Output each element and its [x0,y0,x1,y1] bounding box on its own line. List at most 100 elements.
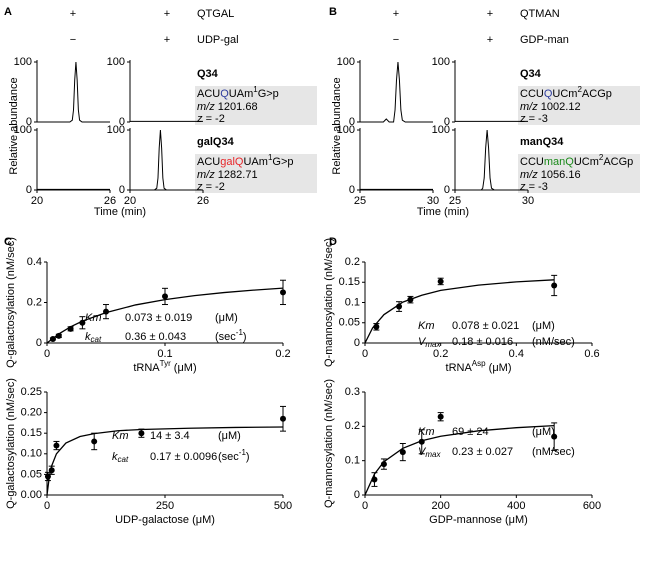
chromatogram-trace [37,61,110,123]
y-tick-label: 0 [349,116,355,128]
species-mz: m/z 1056.16 [520,169,581,181]
data-point [67,325,74,332]
annotation-symbol: Km [418,320,435,332]
y-tick-label: 0.10 [21,448,42,460]
text-segment: (μM) [218,430,241,442]
text-segment: Tyr [160,359,171,368]
text-segment: GDP-mannose (μM) [429,514,528,526]
text-segment: (μM) [486,362,512,374]
species-mz: m/z 1201.68 [197,101,258,113]
substrate-name: GDP-man [520,34,569,46]
y-axis-label: Relative abundance [8,77,20,174]
species-sequence: ACUgalQUAm1G>p [197,153,294,168]
y-tick-label: 0.2 [345,420,360,432]
y-axis-label: Q-mannosylation (nM/sec) [323,379,335,508]
annotation-value: 0.18 ± 0.016 [452,336,513,348]
text-segment: UAm [229,88,253,100]
panel-label: D [329,236,337,248]
x-axis-label: tRNAAsp (μM) [446,359,512,374]
annotation-unit: (nM/sec) [532,446,575,458]
species-name: Q34 [197,68,219,80]
annotation-unit: (nM/sec) [532,336,575,348]
y-axis-label: Q-mannosylation (nM/sec) [323,238,335,367]
y-tick-label: 0 [354,489,360,501]
y-axis-label: Q-galactosylation (nM/sec) [5,378,17,509]
text-segment: manQ [544,156,574,168]
text-segment: tRNA [446,362,473,374]
z-label: z [519,181,526,193]
x-tick-label: 0 [362,500,368,512]
text-segment: -1 [236,328,244,337]
annotation-symbol: Km [112,430,129,442]
text-segment: 2 [599,153,604,162]
text-segment: k [112,451,118,463]
mz-label: m/z [520,169,538,181]
text-segment: (μM) [532,320,555,332]
species-mz: m/z 1002.12 [520,101,581,113]
x-tick-label: 0.6 [584,348,599,360]
x-tick-label: 0.2 [433,348,448,360]
annotation-symbol: Vmax [418,446,441,459]
text-segment: CCU [520,88,544,100]
annotation-value: 0.078 ± 0.021 [452,320,519,332]
substrate-name: UDP-gal [197,34,239,46]
y-tick-label: 0.3 [345,386,360,398]
y-tick-label: 0.4 [27,256,42,268]
x-tick-label: 25 [449,195,461,207]
enzyme-name: QTMAN [520,8,560,20]
annotation-value: 14 ± 3.4 [150,430,190,442]
x-tick-label: 20 [31,195,43,207]
y-tick-label: 0 [119,116,125,128]
fit-curve [46,287,284,344]
y-tick-label: 0 [26,116,32,128]
species-sequence: CCUmanQUCm2ACGp [520,153,633,168]
text-segment: (μM) [171,362,197,374]
species-sequence: ACUQUAm1G>p [197,85,279,100]
species-z: z = -3 [519,181,548,193]
z-value: = -2 [206,181,225,193]
x-axis-label: UDP-galactose (μM) [115,514,215,526]
text-segment: 2 [577,85,582,94]
annotation-value: 69 ± 24 [452,426,489,438]
annotation-unit: (sec-1) [218,448,250,463]
chromatogram-trace [455,129,528,191]
y-tick-label: 0 [36,337,42,349]
panel-label: B [329,6,337,18]
y-tick-label: 100 [107,124,125,136]
substrate-mark: − [393,34,399,46]
x-tick-label: 0 [44,348,50,360]
species-sequence: CCUQUCm2ACGp [520,85,612,100]
text-segment: (μM) [532,426,555,438]
data-point [53,442,60,449]
y-tick-label: 100 [14,56,32,68]
data-point [55,332,62,339]
y-tick-label: 0.2 [345,256,360,268]
data-point [407,296,414,303]
text-segment: Q [544,88,553,100]
y-tick-label: 100 [337,56,355,68]
y-tick-label: 0.25 [21,386,42,398]
y-tick-label: 0.00 [21,489,42,501]
species-z: z = -2 [196,181,225,193]
mz-label: m/z [197,169,215,181]
annotation-symbol: kcat [85,331,102,344]
text-segment: V [418,336,427,348]
text-segment: Q [220,88,229,100]
text-segment: max [425,340,441,349]
data-point [418,438,425,445]
text-segment: Km [418,320,435,332]
text-segment: Km [85,312,102,324]
species-name: galQ34 [197,136,235,148]
x-tick-label: 0 [44,500,50,512]
y-tick-label: 0 [119,184,125,196]
z-value: = -3 [529,181,548,193]
data-point [380,461,387,468]
mz-value: 1056.16 [541,169,581,181]
substrate-mark: + [487,34,493,46]
data-point [437,413,444,420]
species-box [195,154,317,193]
text-segment: ACU [197,88,220,100]
annotation-unit: (μM) [215,312,238,324]
data-point [551,433,558,440]
y-axis-label: Relative abundance [331,77,343,174]
